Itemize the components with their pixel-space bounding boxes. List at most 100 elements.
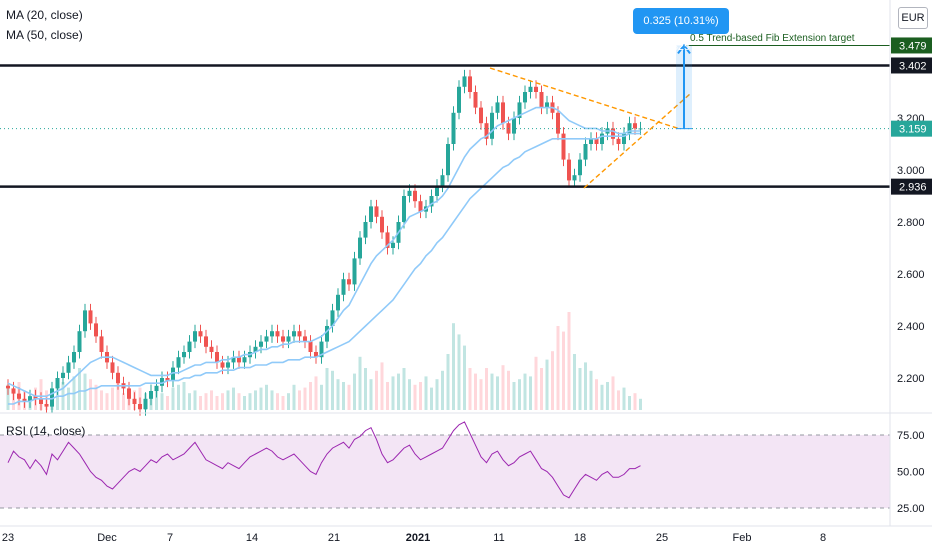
volume-bar [556, 326, 560, 410]
candle-body [198, 331, 203, 337]
candle-body [165, 378, 170, 381]
volume-bar [199, 396, 202, 410]
time-tick-label: 8 [820, 532, 826, 544]
candle-body [561, 133, 566, 160]
candle-body [363, 222, 368, 238]
volume-bar [298, 390, 301, 410]
candle-body [352, 258, 357, 285]
time-axis[interactable]: 23 Dec 7 14 21 2021 11 18 25 Feb 8 [2, 532, 826, 544]
candle-body [402, 196, 406, 222]
candle-body [171, 367, 175, 381]
candle-body [176, 357, 181, 368]
candle-body [556, 112, 560, 134]
candle-body [495, 102, 500, 113]
price-tag [891, 120, 932, 137]
candle-body [94, 323, 98, 337]
candle-body [50, 388, 54, 407]
candle-body [479, 107, 483, 124]
candle-body [611, 128, 615, 139]
candle-body [6, 385, 10, 389]
candle-body [473, 92, 478, 108]
volume-bar [259, 387, 263, 410]
volume-bar [435, 379, 439, 410]
candle-body [237, 357, 241, 363]
price-tick-label: 2.600 [897, 269, 925, 281]
candle-body [193, 331, 197, 342]
volume-bar [551, 351, 554, 410]
candle-body [539, 92, 544, 108]
candle-body [325, 326, 329, 342]
volume-bar [562, 331, 565, 410]
candle-body [391, 242, 395, 248]
candle-body [259, 341, 263, 347]
candle-body [303, 336, 307, 342]
volume-bar [292, 384, 296, 410]
ma50-legend[interactable]: MA (50, close) [6, 28, 83, 42]
horizontal-levels [0, 44, 890, 188]
volume-bar [485, 368, 488, 410]
volume-bar [408, 379, 411, 410]
volume-bar [276, 393, 279, 410]
candle-body [600, 133, 604, 144]
volume-bar [226, 390, 230, 410]
candle-body [462, 76, 467, 87]
time-tick-label: 2021 [406, 532, 430, 544]
fib-extension-label: 0.5 Trend-based Fib Extension target [690, 33, 855, 44]
candle-body [594, 138, 599, 144]
time-tick-label: Dec [97, 532, 117, 544]
price-tag-label: 2.936 [899, 182, 927, 194]
candle-body [484, 123, 489, 139]
rsi-band [0, 435, 890, 508]
volume-bar [540, 368, 543, 410]
drawings [489, 43, 692, 189]
volume-bar [468, 368, 472, 410]
price-tag [891, 178, 932, 195]
candle-body [292, 331, 296, 337]
candle-body [204, 336, 208, 347]
volume-bar [452, 323, 455, 410]
candle-body [308, 341, 313, 352]
volume-bar [633, 393, 637, 410]
candle-body [523, 92, 527, 103]
candle-body [209, 346, 214, 352]
volume-bar [397, 373, 400, 410]
candle-body [457, 86, 461, 113]
moving-averages [7, 106, 641, 405]
candle-body [264, 336, 269, 342]
volume-bar [523, 373, 527, 410]
candle-body [583, 144, 588, 160]
volume-bar [628, 396, 631, 410]
volume-bar [342, 382, 345, 410]
volume-bar [512, 382, 516, 410]
volume-bar [347, 384, 351, 410]
price-tag [891, 57, 932, 74]
volume-bar [188, 393, 191, 410]
candle-body [319, 341, 324, 358]
volume-bar [287, 393, 290, 410]
volume-bar [375, 370, 378, 410]
volume-bar [611, 376, 615, 410]
volume-bar [457, 334, 461, 410]
volume-bar [6, 384, 10, 410]
volume-bar [237, 393, 241, 410]
rsi-legend[interactable]: RSI (14, close) [6, 424, 86, 438]
ma20-legend[interactable]: MA (20, close) [6, 8, 83, 22]
ma20-line [7, 106, 641, 398]
volume-bar [254, 390, 257, 410]
measure-label[interactable]: 0.325 (10.31%) 325 [633, 8, 729, 53]
volume-bar [518, 379, 521, 410]
volume-bar [177, 384, 180, 410]
volume-bar [122, 393, 125, 410]
volume-bar [617, 390, 620, 410]
candle-body [567, 159, 571, 181]
volume-bar [215, 396, 219, 410]
volume-bar [265, 384, 268, 410]
price-tag [891, 37, 932, 54]
volume-bar [155, 390, 158, 410]
volume-bar [166, 396, 169, 410]
currency-button[interactable]: EUR [898, 7, 928, 29]
candle-body [132, 398, 137, 404]
candle-body [17, 393, 21, 399]
